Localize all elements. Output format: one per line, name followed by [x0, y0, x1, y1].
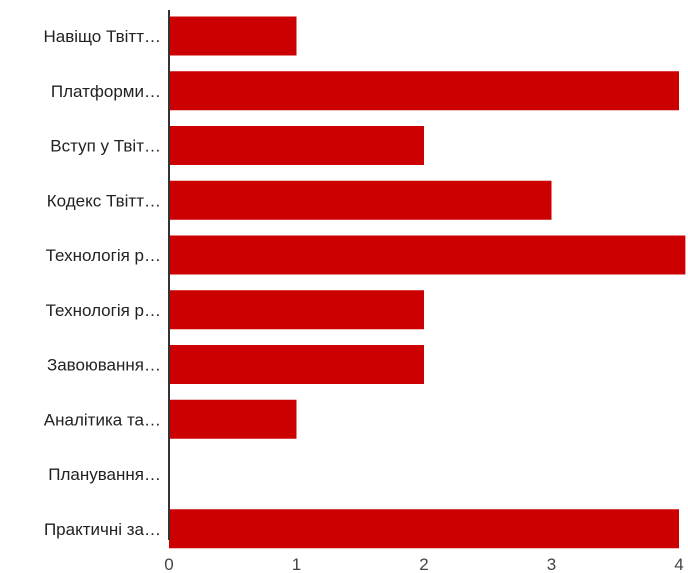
bar-10: [169, 509, 679, 549]
x-tick-labels: 0 1 2 3 4: [164, 555, 683, 573]
x-tick-label-2: 2: [419, 555, 428, 573]
category-label-1: Навіщо Твітт…: [43, 27, 161, 46]
category-label-2: Платформи…: [51, 82, 161, 101]
bar-1: [169, 16, 297, 56]
category-label-4: Кодекс Твітт…: [47, 191, 161, 210]
category-label-5: Технологія р…: [46, 246, 161, 265]
bar-5: [169, 235, 686, 275]
bar-2: [169, 71, 679, 111]
category-label-3: Вступ у Твіт…: [50, 137, 161, 156]
x-tick-label-0: 0: [164, 555, 173, 573]
category-labels: Навіщо Твітт… Платформи… Вступ у Твіт… Коде…: [43, 27, 161, 539]
bar-6: [169, 290, 424, 330]
bar-8: [169, 399, 297, 439]
bars-group: [169, 16, 686, 549]
x-tick-label-3: 3: [547, 555, 556, 573]
category-label-10: Практичні за…: [44, 520, 161, 539]
x-tick-label-4: 4: [674, 555, 683, 573]
category-label-8: Аналітика та…: [44, 410, 161, 429]
bar-7: [169, 345, 424, 384]
category-label-9: Планування…: [48, 465, 161, 484]
x-tick-label-1: 1: [292, 555, 301, 573]
bar-3: [169, 126, 424, 165]
bar-4: [169, 180, 552, 220]
category-label-6: Технологія р…: [46, 301, 161, 320]
category-label-7: Завоювання…: [47, 356, 161, 375]
